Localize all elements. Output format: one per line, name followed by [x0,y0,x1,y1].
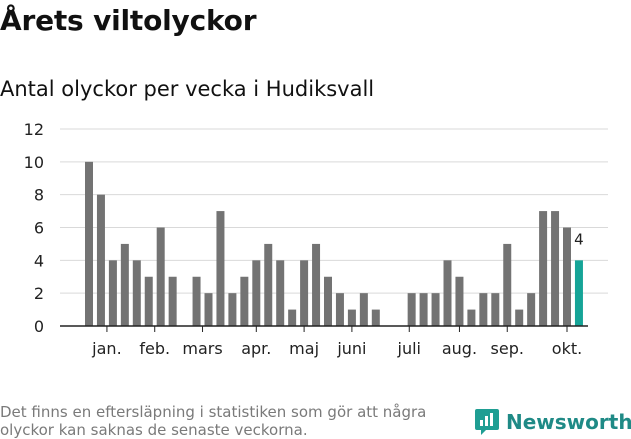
bar [276,260,285,326]
bar [120,243,129,326]
bar [85,161,93,326]
x-tick-label: maj [289,339,319,358]
bar [156,227,165,326]
bar [204,293,213,326]
x-tick-label: juli [397,339,421,358]
chat-bar-icon [475,409,499,435]
bar [515,309,524,326]
bar [551,211,560,326]
bar [527,293,536,326]
y-tick-label: 12 [24,120,44,139]
bar [419,293,428,326]
bar [563,227,571,326]
x-tick-label: okt. [552,339,582,358]
x-tick-label: apr. [241,339,271,358]
bar [324,276,332,326]
bar [359,293,368,326]
x-tick-label: sep. [491,339,524,358]
grid-lines [60,128,608,294]
bar [288,309,297,326]
highlighted-bar [574,260,583,326]
bar [312,243,321,326]
bars [85,161,583,326]
bar [228,293,237,326]
chart-title: Årets viltolyckor [0,4,257,37]
bar [539,211,548,326]
bar [240,276,249,326]
bar [216,211,225,326]
x-axis-ticks: jan. feb. mars apr. maj juni juli aug. sep. okt. [91,326,582,358]
bar-chart: 0 2 4 6 8 10 12 jan. feb. mars apr. maj juni juli aug… [24,120,608,358]
bar [503,243,512,326]
bar [264,243,273,326]
x-tick-label: mars [182,339,222,358]
y-tick-label: 10 [24,153,44,172]
x-tick-label: juni [336,339,366,358]
bar [300,260,309,326]
y-tick-label: 4 [34,251,44,270]
bar [407,293,416,326]
x-tick-label: feb. [139,339,170,358]
bar [132,260,141,326]
bar [431,293,440,326]
bar [467,309,476,326]
bar [479,293,488,326]
highlight-value-label: 4 [574,230,584,248]
y-tick-label: 8 [34,186,44,205]
bar [192,276,201,326]
bar [491,293,500,326]
y-axis-ticks: 0 2 4 6 8 10 12 [24,120,44,336]
chart-subtitle: Antal olyckor per vecka i Hudiksvall [0,77,375,101]
y-tick-label: 0 [34,317,44,336]
y-tick-label: 2 [34,284,44,303]
bar [108,260,117,326]
bar [455,276,464,326]
bar [252,260,261,326]
bar [96,194,105,326]
bar [443,260,452,326]
bar [144,276,153,326]
brand-name: Newsworthy [506,410,631,434]
x-tick-label: jan. [91,339,121,358]
bar [371,309,380,326]
bar [168,276,177,326]
y-tick-label: 6 [34,219,44,238]
x-tick-label: aug. [442,339,477,358]
footnote: Det finns en eftersläpning i statistiken… [0,403,427,439]
data-labels: 4 [574,230,584,248]
bar [335,293,344,326]
newsworthy-logo: Newsworthy [474,408,631,436]
bar [347,309,356,326]
